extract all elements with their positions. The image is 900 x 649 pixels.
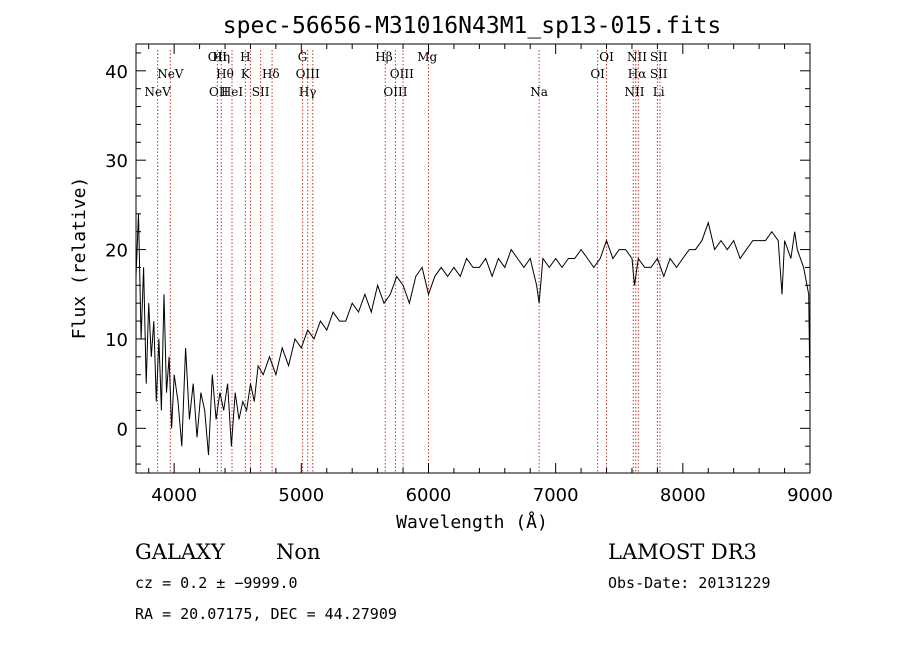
y-axis-ticks: 0 10 20 30 40: [105, 52, 810, 465]
x-axis-label: Wavelength (Å): [396, 511, 548, 533]
emission-line-label: SII: [252, 85, 270, 99]
emission-line-label: OI: [599, 50, 614, 64]
emission-line-label: Hα: [628, 67, 647, 81]
object-subclass: Non: [276, 540, 321, 564]
y-tick-label: 10: [105, 330, 128, 351]
emission-line-markers: [157, 50, 661, 473]
emission-line-label: Na: [530, 85, 548, 99]
observation-date: Obs-Date: 20131229: [608, 574, 771, 592]
emission-line-label: NeV: [144, 85, 171, 99]
chart-title: spec-56656-M31016N43M1_sp13-015.fits: [223, 13, 722, 39]
emission-line-label: OII: [208, 50, 228, 64]
survey-name: LAMOST DR3: [608, 540, 757, 564]
emission-line-label: Hβ: [375, 50, 392, 64]
emission-line-label: Hη: [212, 50, 230, 64]
x-axis-ticks: 4000 5000 6000 7000 8000 9000: [148, 44, 833, 506]
redshift-value: cz = 0.2 ± −9999.0: [135, 574, 298, 592]
emission-line-label: OIII: [296, 67, 320, 81]
emission-line-label: G: [298, 50, 308, 64]
x-tick-label: 7000: [533, 485, 579, 506]
x-tick-label: 9000: [787, 485, 833, 506]
emission-line-label: Hδ: [262, 67, 280, 81]
y-tick-label: 0: [117, 419, 128, 440]
emission-line-label: OII: [209, 85, 229, 99]
emission-line-label: H: [240, 50, 250, 64]
plot-frame: [135, 43, 811, 474]
y-axis-label: Flux (relative): [69, 177, 90, 340]
emission-line-label: NII: [627, 50, 647, 64]
y-tick-label: 20: [105, 241, 128, 262]
x-tick-label: 4000: [151, 485, 197, 506]
emission-line-label: SII: [650, 50, 668, 64]
emission-line-labels: NeVNeVOIIHηHθOIIHeIHKSIIHδGOIIIHγHβOIIIO…: [144, 50, 667, 99]
emission-line-label: OIII: [390, 67, 414, 81]
emission-line-label: Hγ: [299, 85, 317, 99]
emission-line-label: HeI: [221, 85, 244, 99]
emission-line-label: K: [241, 67, 251, 81]
emission-line-label: Mg: [417, 50, 437, 64]
y-tick-label: 40: [105, 62, 128, 83]
emission-line-label: SII: [650, 67, 668, 81]
sky-coordinates: RA = 20.07175, DEC = 44.27909: [135, 605, 397, 623]
spectrum-line: [135, 213, 811, 456]
emission-line-label: OI: [590, 67, 605, 81]
x-tick-label: 6000: [406, 485, 452, 506]
emission-line-label: OIII: [383, 85, 407, 99]
emission-line-label: NeV: [157, 67, 184, 81]
x-tick-label: 5000: [278, 485, 324, 506]
x-tick-label: 8000: [660, 485, 706, 506]
emission-line-label: Hθ: [216, 67, 234, 81]
emission-line-label: Li: [653, 85, 665, 99]
emission-line-label: NII: [625, 85, 645, 99]
y-tick-label: 30: [105, 151, 128, 172]
object-class: GALAXY: [135, 540, 226, 564]
